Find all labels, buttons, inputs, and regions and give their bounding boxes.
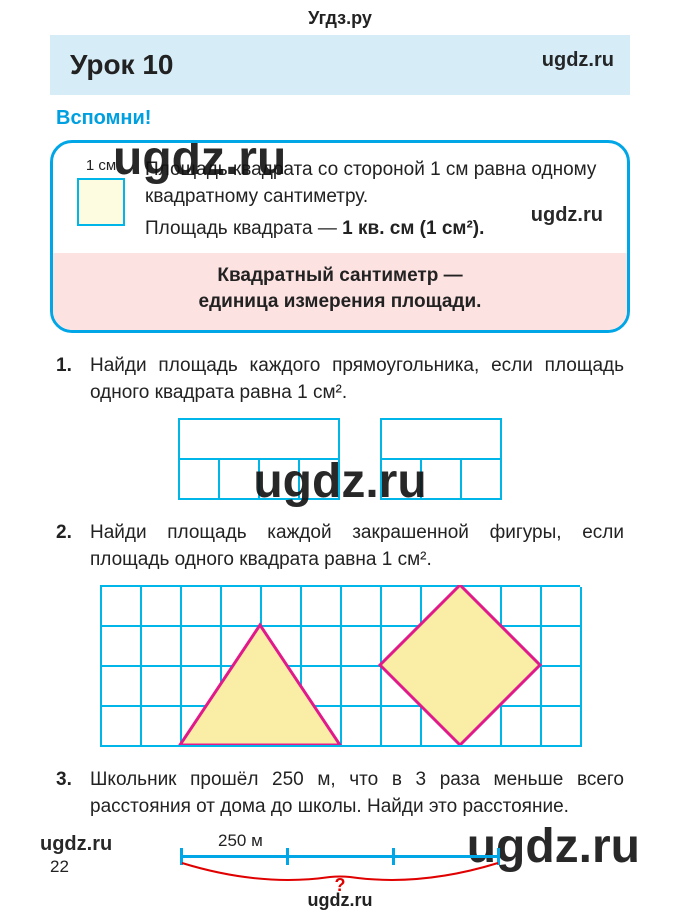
info-line2-bold: 1 кв. см (1 см²). (342, 218, 484, 239)
info-line2-prefix: Площадь квадрата — (145, 218, 342, 239)
task-2-text: Найди площадь каждой закрашенной фигуры,… (90, 520, 624, 573)
info-line1: Площадь квадрата со стороной 1 см равна … (145, 157, 609, 210)
shapes-overlay (100, 585, 580, 745)
diamond-shape (380, 585, 540, 745)
watermark-bottom: ugdz.ru (308, 890, 373, 911)
remember-label: Вспомни! (50, 95, 630, 140)
info-band: Квадратный сантиметр — единица измерения… (53, 253, 627, 330)
cm-label: 1 см (86, 157, 116, 174)
task-2-num: 2. (56, 520, 80, 573)
triangle-shape (180, 625, 340, 745)
rect-b (380, 418, 502, 500)
band-line1: Квадратный сантиметр — (63, 263, 617, 290)
task-1-text: Найди площадь каждого прямоугольника, ес… (90, 353, 624, 406)
task-3-figure: ugdz.ru ugdz.ru 250 м ? (50, 833, 630, 893)
info-text: Площадь квадрата со стороной 1 см равна … (145, 157, 609, 243)
task-2: 2. Найди площадь каждой закрашенной фигу… (50, 500, 630, 573)
rect-a (178, 418, 340, 500)
lesson-header: Урок 10 ugdz.ru (50, 35, 630, 95)
band-line2: единица измерения площади. (63, 289, 617, 316)
site-label: Угдз.ру (0, 0, 680, 35)
task-3-num: 3. (56, 767, 80, 820)
info-box: 1 см Площадь квадрата со стороной 1 см р… (50, 140, 630, 333)
cm-example: 1 см (71, 157, 131, 243)
task-2-figure (50, 585, 630, 747)
task-3: 3. Школьник прошёл 250 м, что в 3 раза м… (50, 747, 630, 820)
watermark: ugdz.ru (40, 833, 112, 856)
segment-label: 250 м (218, 831, 263, 851)
task-3-text: Школьник прошёл 250 м, что в 3 раза мень… (90, 767, 624, 820)
lesson-title: Урок 10 (70, 49, 174, 80)
page-number: 22 (50, 857, 69, 877)
watermark: ugdz.ru (542, 49, 614, 72)
task-1-num: 1. (56, 353, 80, 406)
distance-line (180, 855, 500, 858)
task-1: 1. Найди площадь каждого прямоугольника,… (50, 333, 630, 406)
task-1-figure: ugdz.ru (50, 418, 630, 500)
cm-square (77, 178, 125, 226)
